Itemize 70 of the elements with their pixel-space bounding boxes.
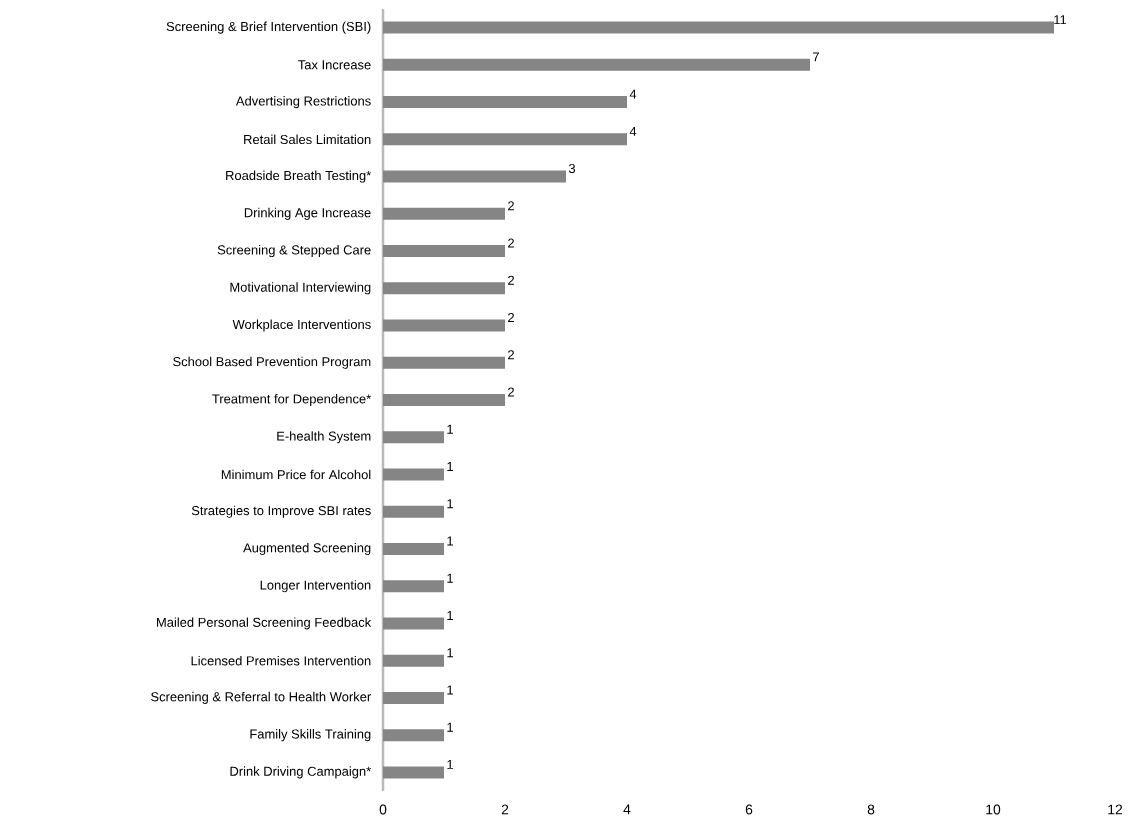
- data-label: 2: [508, 275, 514, 285]
- y-tick-label: Screening & Brief Intervention (SBI): [166, 21, 371, 34]
- y-tick-label: Augmented Screening: [243, 542, 371, 555]
- y-tick-label: Drinking Age Increase: [244, 207, 371, 220]
- data-label: 1: [447, 685, 453, 695]
- x-tick-label: 8: [867, 804, 875, 815]
- data-label: 2: [508, 387, 514, 397]
- bar: [383, 542, 444, 555]
- x-tick-label: 0: [379, 804, 387, 815]
- y-tick-label: Mailed Personal Screening Feedback: [157, 617, 372, 630]
- data-label: 1: [447, 536, 453, 546]
- bar: [383, 21, 1055, 34]
- bar: [383, 729, 444, 742]
- data-label: 2: [508, 350, 514, 360]
- data-label: 1: [447, 611, 453, 620]
- bar: [383, 766, 444, 779]
- bar: [383, 282, 505, 295]
- bar: [383, 617, 444, 630]
- y-tick-label: Treatment for Dependence*: [212, 393, 371, 407]
- data-label: 4: [629, 126, 637, 136]
- data-label: 1: [447, 648, 453, 658]
- data-label: 1: [447, 722, 453, 732]
- y-tick-label: Strategies to Improve SBI rates: [191, 505, 371, 518]
- bar: [383, 207, 505, 220]
- bar: [383, 691, 444, 704]
- bar: [383, 580, 444, 593]
- y-tick-label: Roadside Breath Testing*: [226, 170, 372, 183]
- bar: [383, 394, 505, 407]
- data-label: 1: [447, 759, 453, 769]
- y-tick-label: School Based Prevention Program: [173, 356, 371, 369]
- data-label: 3: [568, 163, 576, 174]
- data-label: 11: [1054, 15, 1067, 25]
- bar: [383, 133, 627, 146]
- y-tick-label: Workplace Interventions: [232, 319, 371, 332]
- data-label: 4: [629, 89, 637, 99]
- data-label: 1: [447, 499, 453, 509]
- data-label: 7: [813, 52, 819, 62]
- bar: [383, 431, 444, 444]
- data-label: 1: [447, 573, 453, 583]
- x-tick-label: 12: [1108, 804, 1123, 815]
- y-tick-label: Motivational Interviewing: [230, 282, 371, 295]
- y-tick-label: Retail Sales Limitation: [244, 134, 371, 145]
- bar: [383, 356, 505, 369]
- bar: [383, 245, 505, 258]
- bar: [383, 468, 444, 481]
- y-tick-label: Drink Driving Campaign*: [230, 766, 371, 779]
- y-tick-label: E-health System: [277, 431, 371, 444]
- x-tick-label: 10: [986, 804, 1001, 815]
- bar: [383, 654, 444, 667]
- y-tick-label: Longer Intervention: [260, 580, 371, 593]
- bar: [383, 58, 811, 71]
- data-label: 1: [447, 462, 453, 471]
- y-tick-label: Screening & Referral to Health Worker: [151, 691, 371, 704]
- data-label: 2: [508, 312, 514, 323]
- data-label: 2: [508, 238, 514, 248]
- y-tick-label: Tax Increase: [298, 60, 371, 70]
- y-tick-label: Family Skills Training: [250, 729, 371, 742]
- bar: [383, 505, 444, 518]
- y-tick-label: Licensed Premises Intervention: [191, 655, 371, 666]
- bar: [383, 96, 627, 109]
- data-label: 2: [508, 201, 514, 211]
- bar: [383, 170, 566, 183]
- x-tick-label: 4: [623, 804, 631, 815]
- x-tick-label: 6: [745, 804, 753, 815]
- bar: [383, 319, 505, 332]
- x-tick-label: 2: [501, 804, 509, 815]
- data-label: 1: [447, 424, 453, 434]
- y-tick-label: Screening & Stepped Care: [217, 245, 371, 258]
- y-tick-label: Minimum Price for Alcohol: [221, 469, 371, 480]
- y-tick-label: Advertising Restrictions: [235, 96, 371, 109]
